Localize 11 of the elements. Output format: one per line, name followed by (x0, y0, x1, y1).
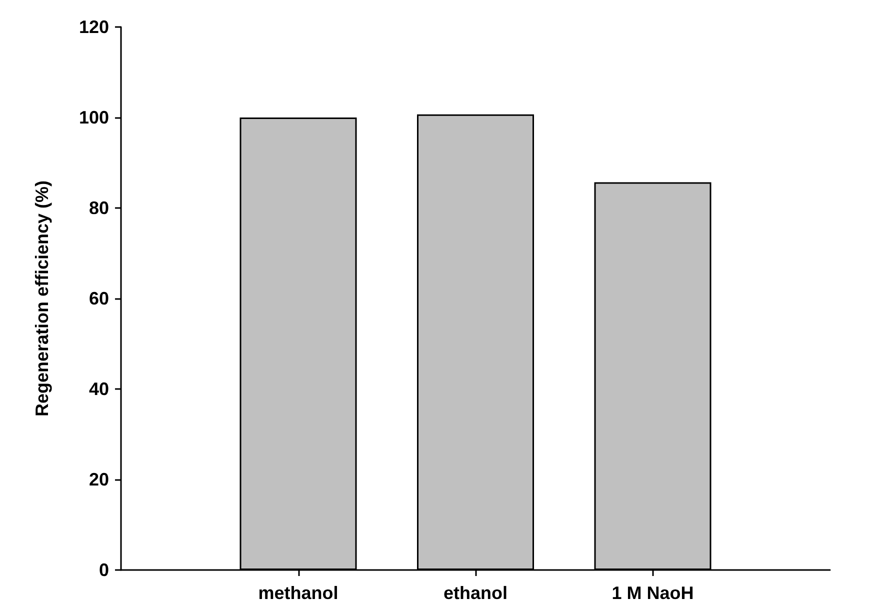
y-tick-label: 0 (98, 560, 109, 580)
y-tick-label: 120 (78, 17, 109, 37)
y-tick-label: 20 (88, 470, 109, 490)
y-tick-label: 100 (78, 108, 109, 128)
x-tick-label: ethanol (443, 583, 508, 603)
x-tick-label: 1 M NaoH (612, 583, 694, 603)
x-tick-label: methanol (258, 583, 338, 603)
y-axis-title: Regeneration efficiency (%) (32, 180, 52, 417)
y-tick-label: 60 (88, 288, 109, 308)
y-tick-label: 40 (88, 379, 109, 399)
y-tick-label: 80 (88, 198, 109, 218)
